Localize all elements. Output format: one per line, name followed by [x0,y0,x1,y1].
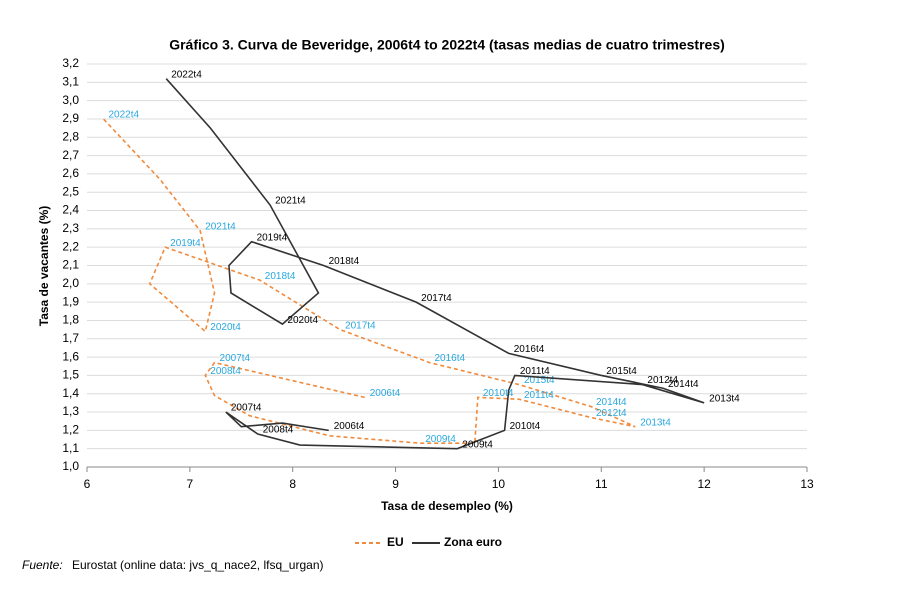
point-label: 2009t4 [425,434,456,445]
point-label: 2020t4 [287,315,318,326]
point-label: 2007t4 [231,403,262,414]
x-tick-label: 9 [392,477,399,491]
x-tick-label: 12 [697,477,711,491]
x-tick-label: 11 [595,477,608,491]
x-tick-label: 8 [289,477,296,491]
y-tick-label: 1,7 [62,331,79,345]
point-label: 2016t4 [514,344,545,355]
point-label: 2008t4 [263,425,294,436]
point-label: 2015t4 [606,366,637,377]
y-tick-label: 3,0 [62,93,79,107]
point-label: 2014t4 [668,379,699,390]
point-label: 2010t4 [483,388,514,399]
point-label: 2017t4 [345,320,376,331]
point-label: 2006t4 [334,421,365,432]
series-line [165,78,705,450]
y-tick-label: 1,8 [62,313,79,327]
point-label: 2018t4 [329,256,360,267]
y-tick-label: 2,6 [62,166,79,180]
point-label: 2013t4 [709,394,740,405]
y-tick-label: 2,3 [62,221,79,235]
point-label: 2014t4 [596,397,627,408]
x-tick-label: 6 [84,477,91,491]
point-label: 2007t4 [220,353,251,364]
point-label: 2011t4 [520,366,550,377]
source-label: Fuente: [22,558,63,572]
y-tick-label: 2,5 [62,184,79,198]
point-label: 2021t4 [205,221,236,232]
point-label: 2020t4 [210,322,241,333]
point-label: 2019t4 [257,232,288,243]
point-label: 2019t4 [170,238,201,249]
point-label: 2017t4 [421,293,452,304]
legend-label: EU [387,535,404,549]
x-tick-label: 13 [800,477,814,491]
y-tick-label: 1,3 [62,404,79,418]
y-tick-label: 1,0 [62,459,79,473]
point-label: 2013t4 [640,417,671,428]
y-tick-label: 2,0 [62,276,79,290]
x-tick-label: 7 [187,477,194,491]
point-label: 2012t4 [647,375,678,386]
y-tick-label: 2,7 [62,148,79,162]
y-tick-label: 1,2 [62,423,79,437]
point-label: 2011t4 [524,390,554,401]
y-tick-label: 3,2 [62,56,79,70]
y-tick-label: 2,9 [62,111,79,125]
y-tick-label: 1,6 [62,349,79,363]
y-tick-label: 1,1 [62,441,79,455]
x-tick-label: 10 [492,477,506,491]
point-label: 2015t4 [524,375,555,386]
point-label: 2022t4 [108,110,139,121]
y-tick-label: 3,1 [62,74,79,88]
y-tick-label: 1,5 [62,368,79,382]
point-label: 2009t4 [462,439,493,450]
source: Eurostat (online data: jvs_q_nace2, lfsq… [72,558,324,572]
y-axis-label: Tasa de vacantes (%) [37,206,51,327]
series-line [102,118,636,444]
y-tick-label: 2,1 [62,258,79,272]
point-label: 2018t4 [265,271,296,282]
y-tick-label: 2,2 [62,239,79,253]
y-tick-label: 2,8 [62,129,79,143]
x-axis-label: Tasa de desempleo (%) [381,499,513,513]
y-tick-label: 1,4 [62,386,79,400]
legend-label: Zona euro [444,535,502,549]
y-tick-label: 2,4 [62,203,79,217]
point-label: 2021t4 [275,196,306,207]
chart-title: Gráfico 3. Curva de Beveridge, 2006t4 to… [169,37,725,53]
point-label: 2008t4 [210,366,241,377]
point-label: 2010t4 [510,421,541,432]
point-label: 2006t4 [370,388,401,399]
point-label: 2012t4 [596,408,627,419]
point-label: 2022t4 [171,69,202,80]
point-label: 2016t4 [435,353,466,364]
y-tick-label: 1,9 [62,294,79,308]
